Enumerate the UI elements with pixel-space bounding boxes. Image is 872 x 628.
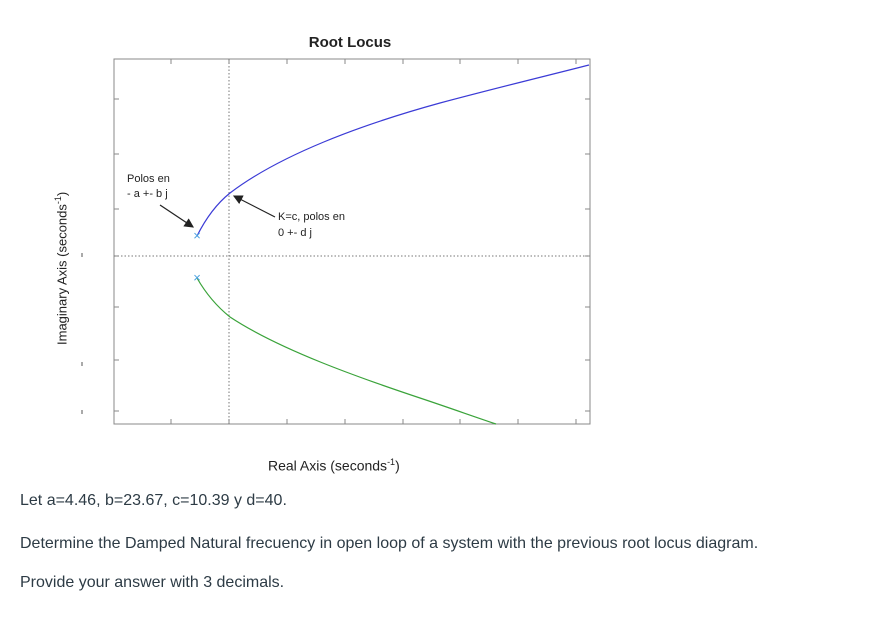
lower-locus-branch: [196, 277, 497, 425]
axis-ticks: [81, 59, 590, 424]
plot-frame: [113, 58, 591, 425]
annotation-k-arrow: [232, 195, 276, 218]
annotation-poles-arrow: [159, 204, 194, 228]
y-axis-label: Imaginary Axis (seconds-1): [53, 191, 70, 345]
chart-title: Root Locus: [0, 34, 700, 51]
pole-marker-upper: ×: [193, 228, 201, 243]
annotation-k-line1: K=c, polos en: [278, 211, 345, 223]
chart-title-text: Root Locus: [308, 34, 392, 51]
upper-locus-branch: [196, 64, 590, 237]
annotation-poles-line1: Polos en: [127, 173, 170, 185]
annotation-poles-line2: - a +- b j: [127, 188, 168, 200]
question-precision-note: Provide your answer with 3 decimals.: [20, 574, 285, 591]
question-prompt: Determine the Damped Natural frecuency i…: [20, 535, 759, 552]
x-axis-label: Real Axis (seconds-1): [268, 457, 400, 474]
annotation-k-line2: 0 +- d j: [278, 227, 312, 239]
pole-marker-lower: ×: [193, 270, 201, 285]
question-given-values: Let a=4.46, b=23.67, c=10.39 y d=40.: [20, 492, 287, 509]
